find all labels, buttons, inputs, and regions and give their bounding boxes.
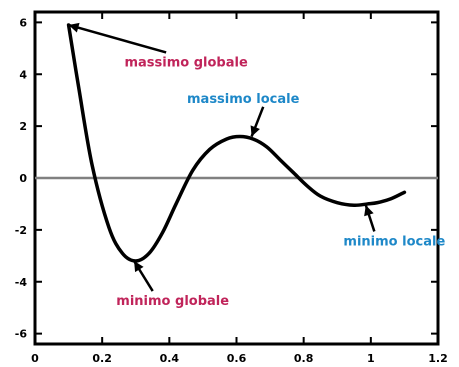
function-curve: [66, 23, 407, 263]
y-tick-label: 2: [19, 120, 27, 133]
annotation-label: minimo globale: [116, 294, 229, 309]
y-tick-label: 6: [19, 16, 27, 29]
annotations: massimo globale massimo locale minimo glob…: [68, 22, 445, 309]
x-tick-label: 0: [31, 352, 39, 365]
y-tick-label: 4: [19, 68, 27, 81]
annotation-label: massimo locale: [187, 92, 300, 107]
x-tick-label: 0.4: [160, 352, 180, 365]
y-tick-label: 0: [19, 172, 27, 185]
annotation-arrow-line: [68, 23, 167, 54]
x-tick-label: 1.2: [428, 352, 448, 365]
annotation-label: massimo globale: [124, 55, 247, 70]
annotation-arrowhead: [250, 125, 260, 137]
x-tick-label: 1: [367, 352, 375, 365]
tick-labels: 0 0.2 0.4 0.6 0.8 1 1.2 -6 -4 -2 0 2 4 6: [15, 16, 448, 365]
x-tick-label: 0.8: [294, 352, 314, 365]
y-tick-label: -6: [15, 328, 28, 341]
x-tick-label: 0.6: [227, 352, 247, 365]
x-tick-label: 0.2: [92, 352, 112, 365]
y-tick-label: -4: [15, 276, 28, 289]
annotation-label: minimo locale: [343, 234, 445, 249]
y-tick-label: -2: [15, 224, 27, 237]
annotation-arrowhead: [68, 22, 80, 33]
annotation-arrowhead: [364, 205, 374, 217]
annotation-arrowhead: [134, 261, 144, 273]
